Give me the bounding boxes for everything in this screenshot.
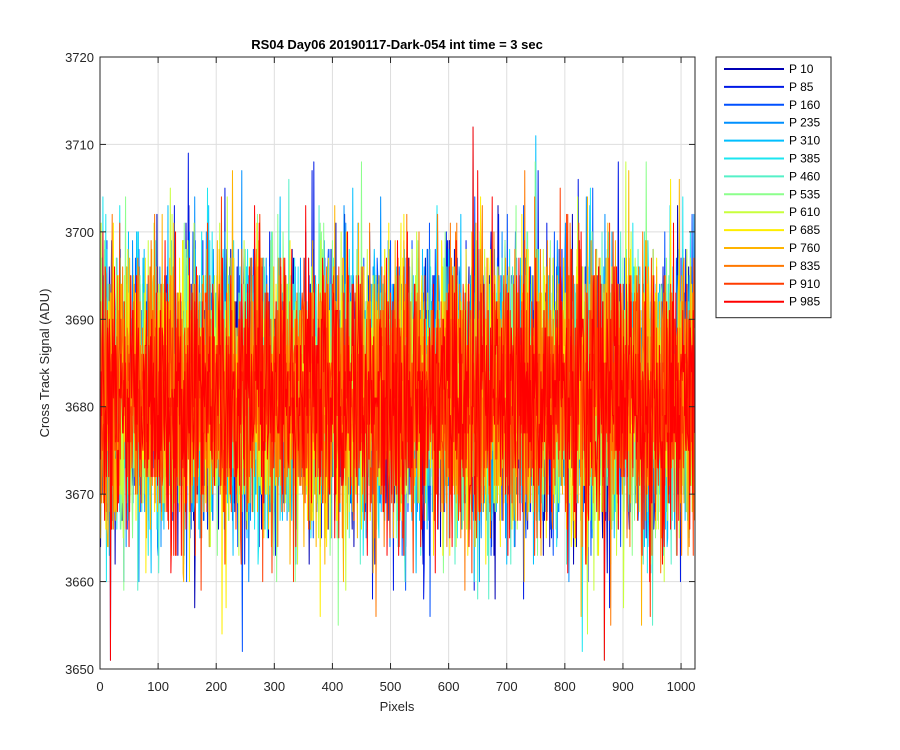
y-tick-label: 3720 bbox=[65, 50, 94, 65]
legend-label: P 985 bbox=[789, 295, 820, 309]
x-tick-label: 1000 bbox=[667, 679, 696, 694]
y-tick-label: 3670 bbox=[65, 487, 94, 502]
series-line-p-985 bbox=[99, 126, 695, 661]
legend-label: P 10 bbox=[789, 62, 814, 76]
legend-label: P 835 bbox=[789, 259, 820, 273]
chart-title: RS04 Day06 20190117-Dark-054 int time = … bbox=[251, 37, 543, 52]
legend-label: P 460 bbox=[789, 169, 820, 183]
legend-label: P 310 bbox=[789, 134, 820, 148]
y-tick-label: 3660 bbox=[65, 575, 94, 590]
x-tick-label: 500 bbox=[380, 679, 402, 694]
legend: P 10 P 85 P 160 P 235 P 310 P 385 P 460 P 535 P … bbox=[715, 56, 832, 319]
x-tick-label: 600 bbox=[438, 679, 460, 694]
legend-label: P 235 bbox=[789, 116, 820, 130]
x-tick-label: 200 bbox=[205, 679, 227, 694]
x-tick-label: 100 bbox=[147, 679, 169, 694]
y-tick-label: 3680 bbox=[65, 400, 94, 415]
y-tick-label: 3650 bbox=[65, 662, 94, 677]
x-tick-label: 700 bbox=[496, 679, 518, 694]
legend-label: P 85 bbox=[789, 80, 814, 94]
x-tick-label: 300 bbox=[263, 679, 285, 694]
y-tick-label: 3690 bbox=[65, 312, 94, 327]
x-tick-label: 900 bbox=[612, 679, 634, 694]
x-axis-label: Pixels bbox=[380, 699, 415, 714]
legend-label: P 160 bbox=[789, 98, 820, 112]
legend-label: P 760 bbox=[789, 241, 820, 255]
x-tick-label: 800 bbox=[554, 679, 576, 694]
legend-label: P 610 bbox=[789, 205, 820, 219]
legend-label: P 535 bbox=[789, 187, 820, 201]
x-tick-label: 400 bbox=[322, 679, 344, 694]
y-axis-label: Cross Track Signal (ADU) bbox=[37, 289, 52, 438]
legend-label: P 385 bbox=[789, 152, 820, 166]
legend-label: P 685 bbox=[789, 223, 820, 237]
series-lines bbox=[99, 126, 695, 661]
legend-label: P 910 bbox=[789, 277, 820, 291]
axis-ticks: 0 100 200 300 400 500 600 700 800 900 1000 3650 3660… bbox=[65, 50, 695, 694]
y-tick-label: 3710 bbox=[65, 137, 94, 152]
y-tick-label: 3700 bbox=[65, 225, 94, 240]
plot-frame bbox=[99, 56, 696, 670]
x-tick-label: 0 bbox=[96, 679, 103, 694]
legend-box bbox=[715, 56, 832, 319]
